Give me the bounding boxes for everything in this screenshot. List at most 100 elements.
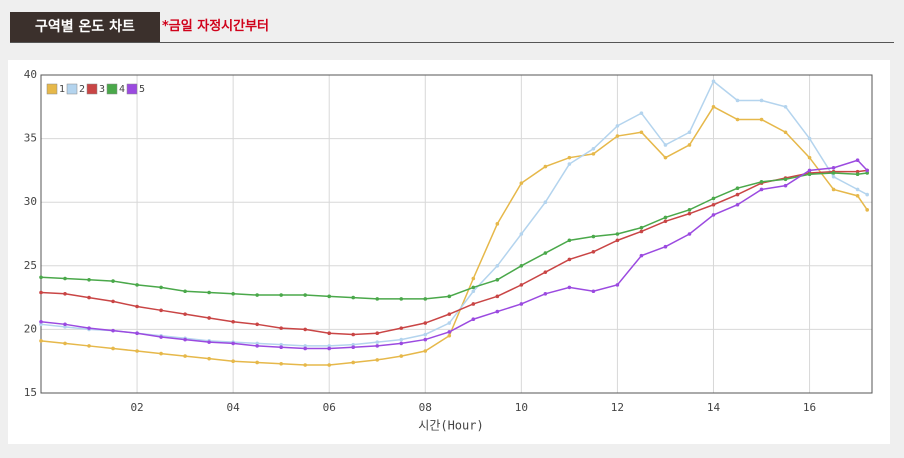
data-point	[639, 225, 644, 230]
data-point	[423, 349, 428, 353]
data-point	[471, 289, 476, 294]
data-point	[865, 208, 869, 212]
data-point	[375, 331, 380, 336]
data-point	[135, 283, 139, 287]
data-point	[39, 339, 43, 343]
data-point	[447, 321, 452, 325]
data-point	[639, 229, 644, 234]
data-point	[639, 111, 644, 115]
data-point	[687, 211, 692, 216]
data-point	[255, 322, 259, 327]
x-tick-label: 06	[323, 401, 336, 414]
data-point	[279, 345, 283, 350]
data-point	[735, 117, 740, 122]
x-tick-label: 02	[130, 401, 143, 414]
legend-label: 5	[139, 84, 145, 95]
y-tick-label: 15	[24, 386, 37, 399]
data-point	[111, 328, 115, 333]
data-point	[39, 290, 43, 295]
data-point	[495, 294, 500, 299]
tab-title[interactable]: 구역별 온도 차트	[10, 12, 160, 42]
data-point	[327, 346, 332, 351]
data-point	[855, 158, 860, 163]
data-point	[327, 363, 332, 367]
data-point	[159, 335, 163, 339]
y-tick-label: 20	[24, 322, 37, 335]
data-point	[327, 294, 332, 299]
data-point	[865, 192, 869, 197]
data-point	[807, 172, 812, 177]
data-point	[831, 187, 836, 192]
data-point	[375, 344, 380, 348]
data-point	[831, 174, 836, 179]
data-point	[639, 130, 644, 135]
data-point	[519, 302, 524, 306]
data-point	[399, 354, 404, 358]
data-point	[783, 183, 788, 188]
data-point	[183, 354, 187, 358]
y-tick-label: 30	[24, 195, 37, 208]
x-tick-label: 12	[611, 401, 624, 414]
data-point	[519, 283, 524, 287]
legend-swatch	[106, 83, 118, 95]
data-point	[519, 264, 524, 268]
data-point	[663, 215, 668, 220]
data-point	[135, 304, 139, 309]
data-point	[87, 277, 91, 282]
legend-label: 2	[79, 84, 85, 95]
series-line	[40, 169, 868, 336]
data-point	[255, 341, 259, 346]
data-point	[207, 316, 211, 320]
data-point	[135, 331, 139, 336]
data-point	[711, 202, 716, 207]
data-point	[663, 244, 668, 249]
data-point	[543, 164, 548, 169]
data-point	[615, 124, 620, 128]
legend-swatch	[86, 83, 98, 95]
data-point	[735, 202, 740, 207]
data-point	[759, 98, 764, 103]
data-point	[183, 337, 187, 342]
data-point	[855, 194, 860, 198]
data-point	[687, 130, 692, 135]
data-point	[543, 251, 548, 255]
data-point	[279, 342, 283, 347]
data-point	[327, 344, 332, 348]
y-tick-label: 40	[24, 68, 37, 81]
x-tick-label: 10	[515, 401, 528, 414]
data-point	[783, 105, 788, 109]
data-point	[423, 332, 428, 337]
data-point	[855, 169, 860, 174]
data-point	[735, 186, 740, 191]
data-point	[663, 219, 668, 224]
divider	[10, 42, 894, 43]
data-point	[399, 337, 404, 342]
data-point	[471, 317, 476, 322]
data-point	[111, 346, 115, 351]
data-point	[399, 326, 404, 330]
data-point	[567, 162, 572, 166]
data-point	[591, 146, 596, 151]
data-point	[231, 359, 235, 364]
data-point	[399, 297, 404, 301]
data-point	[471, 285, 476, 290]
series-line	[40, 105, 868, 366]
data-point	[519, 232, 524, 236]
data-point	[303, 327, 307, 332]
data-point	[567, 238, 572, 243]
data-point	[495, 222, 500, 226]
data-point	[183, 289, 187, 294]
series-line	[40, 159, 868, 350]
data-point	[351, 295, 356, 300]
data-point	[543, 291, 548, 296]
data-point	[87, 326, 91, 330]
data-point	[39, 275, 43, 280]
data-point	[711, 79, 716, 84]
data-point	[855, 187, 860, 192]
data-point	[231, 291, 235, 296]
data-point	[183, 312, 187, 316]
data-point	[447, 294, 452, 299]
series-line	[40, 172, 868, 300]
data-point	[135, 349, 139, 353]
